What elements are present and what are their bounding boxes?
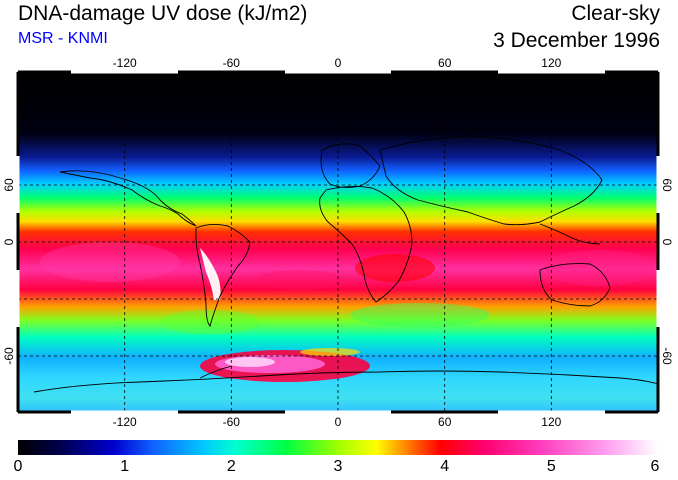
graticule xyxy=(18,72,658,412)
southern-green-swirl xyxy=(160,310,260,334)
pacific-pink-patch xyxy=(40,242,180,282)
legend-tick-4: 4 xyxy=(440,458,450,475)
africa-red-patch xyxy=(355,254,435,282)
lat-label-left-0: 0 xyxy=(2,238,16,245)
legend-tick-1: 1 xyxy=(120,458,130,475)
ozone-hole-edge xyxy=(300,348,360,356)
legend-tick-0: 0 xyxy=(13,458,23,475)
lat-label-left-n60: 60 xyxy=(2,178,16,192)
lon-label-top-e120: 120 xyxy=(541,56,561,70)
indonesia-coast xyxy=(539,223,601,245)
lon-label-top-w120: -120 xyxy=(113,56,137,70)
lon-label-bottom-w60: -60 xyxy=(223,415,241,429)
lon-label-top-0: 0 xyxy=(335,56,342,70)
antarctic-peninsula xyxy=(199,365,233,379)
lat-label-left-s60: -60 xyxy=(2,347,16,365)
australia-pink-patch xyxy=(545,250,655,286)
source-label: MSR - KNMI xyxy=(18,30,108,47)
lon-label-bottom-0: 0 xyxy=(335,415,342,429)
south-atlantic-swirl xyxy=(350,303,490,327)
coastlines xyxy=(33,135,658,393)
lon-label-bottom-w120: -120 xyxy=(113,415,137,429)
antarctica-coast xyxy=(33,370,658,393)
lon-label-bottom-e120: 120 xyxy=(541,415,561,429)
north-america-coast xyxy=(59,170,197,227)
sky-condition: Clear-sky xyxy=(571,2,660,25)
lon-label-top-w60: -60 xyxy=(223,56,241,70)
map-date: 3 December 1996 xyxy=(493,29,660,52)
legend-tick-6: 6 xyxy=(650,458,660,475)
lat-label-right-0: 0 xyxy=(660,239,674,246)
lon-label-top-e60: 60 xyxy=(438,56,452,70)
chart-title: DNA-damage UV dose (kJ/m2) xyxy=(18,2,308,25)
legend-tick-2: 2 xyxy=(226,458,236,475)
color-legend-bar xyxy=(18,440,658,455)
asia-coast xyxy=(379,135,603,226)
south-america-coast xyxy=(195,223,251,327)
lat-label-right-s60: -60 xyxy=(660,347,674,365)
europe-coast xyxy=(320,143,381,189)
andes-hotspot xyxy=(200,248,221,300)
legend-tick-3: 3 xyxy=(333,458,343,475)
legend-tick-5: 5 xyxy=(546,458,556,475)
frame-ticks xyxy=(16,70,660,414)
lon-label-bottom-e60: 60 xyxy=(438,415,452,429)
africa-coast xyxy=(319,185,413,303)
ozone-hole-peak xyxy=(225,357,275,367)
australia-coast xyxy=(539,263,611,307)
atlantic-patch xyxy=(255,270,345,290)
lat-label-right-n60: 60 xyxy=(660,178,674,192)
